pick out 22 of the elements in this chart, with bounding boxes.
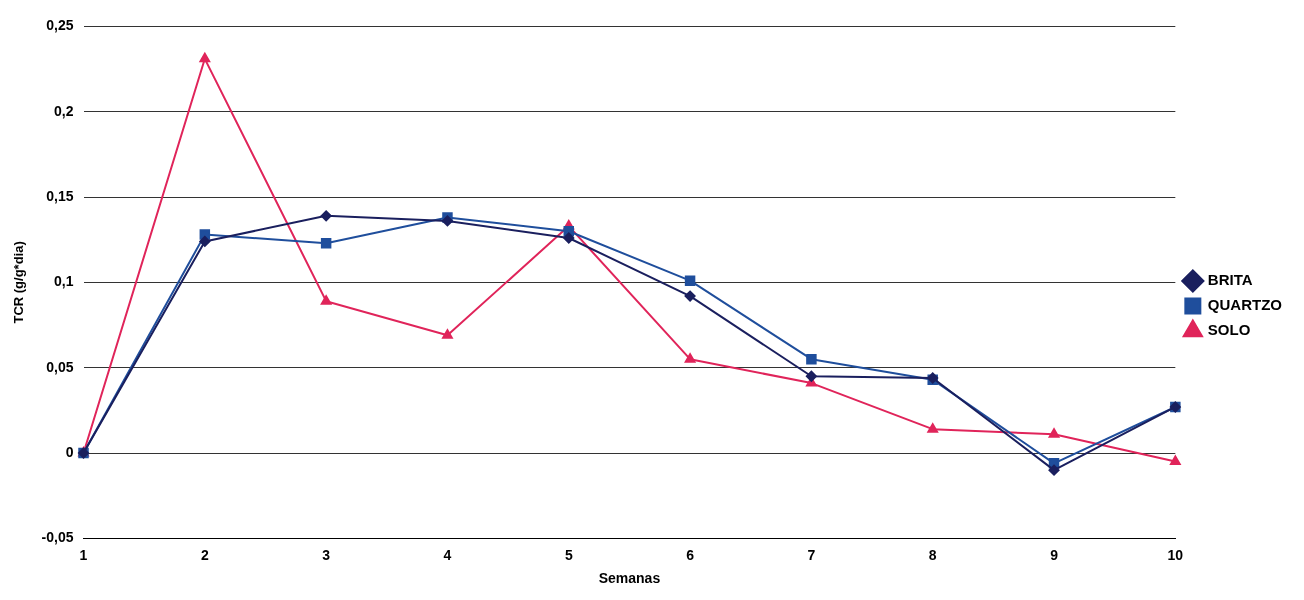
x-tick-label: 4 — [443, 546, 452, 563]
y-tick-label: 0,05 — [46, 358, 74, 375]
y-tick-label: 0,25 — [46, 17, 74, 34]
x-tick-label: 10 — [1167, 546, 1184, 563]
x-tick-label: 9 — [1050, 546, 1059, 563]
x-tick-label: 7 — [807, 546, 816, 563]
y-tick-label: 0,1 — [54, 273, 74, 290]
x-tick-label: 1 — [79, 546, 88, 563]
y-axis-title: TCR (g/g*dia) — [11, 241, 27, 324]
legend-label: SOLO — [1207, 321, 1251, 339]
x-tick-label: 6 — [686, 546, 695, 563]
legend-label: QUARTZO — [1207, 296, 1283, 314]
x-axis-title: Semanas — [598, 570, 661, 587]
y-tick-label: -0,05 — [41, 529, 74, 546]
legend-label: BRITA — [1207, 271, 1253, 289]
x-tick-label: 3 — [322, 546, 331, 563]
y-tick-label: 0 — [65, 443, 74, 460]
x-tick-label: 5 — [564, 546, 573, 563]
x-tick-label: 8 — [928, 546, 937, 563]
y-tick-label: 0,2 — [54, 102, 74, 119]
y-tick-label: 0,15 — [46, 187, 74, 204]
x-tick-label: 2 — [200, 546, 209, 563]
